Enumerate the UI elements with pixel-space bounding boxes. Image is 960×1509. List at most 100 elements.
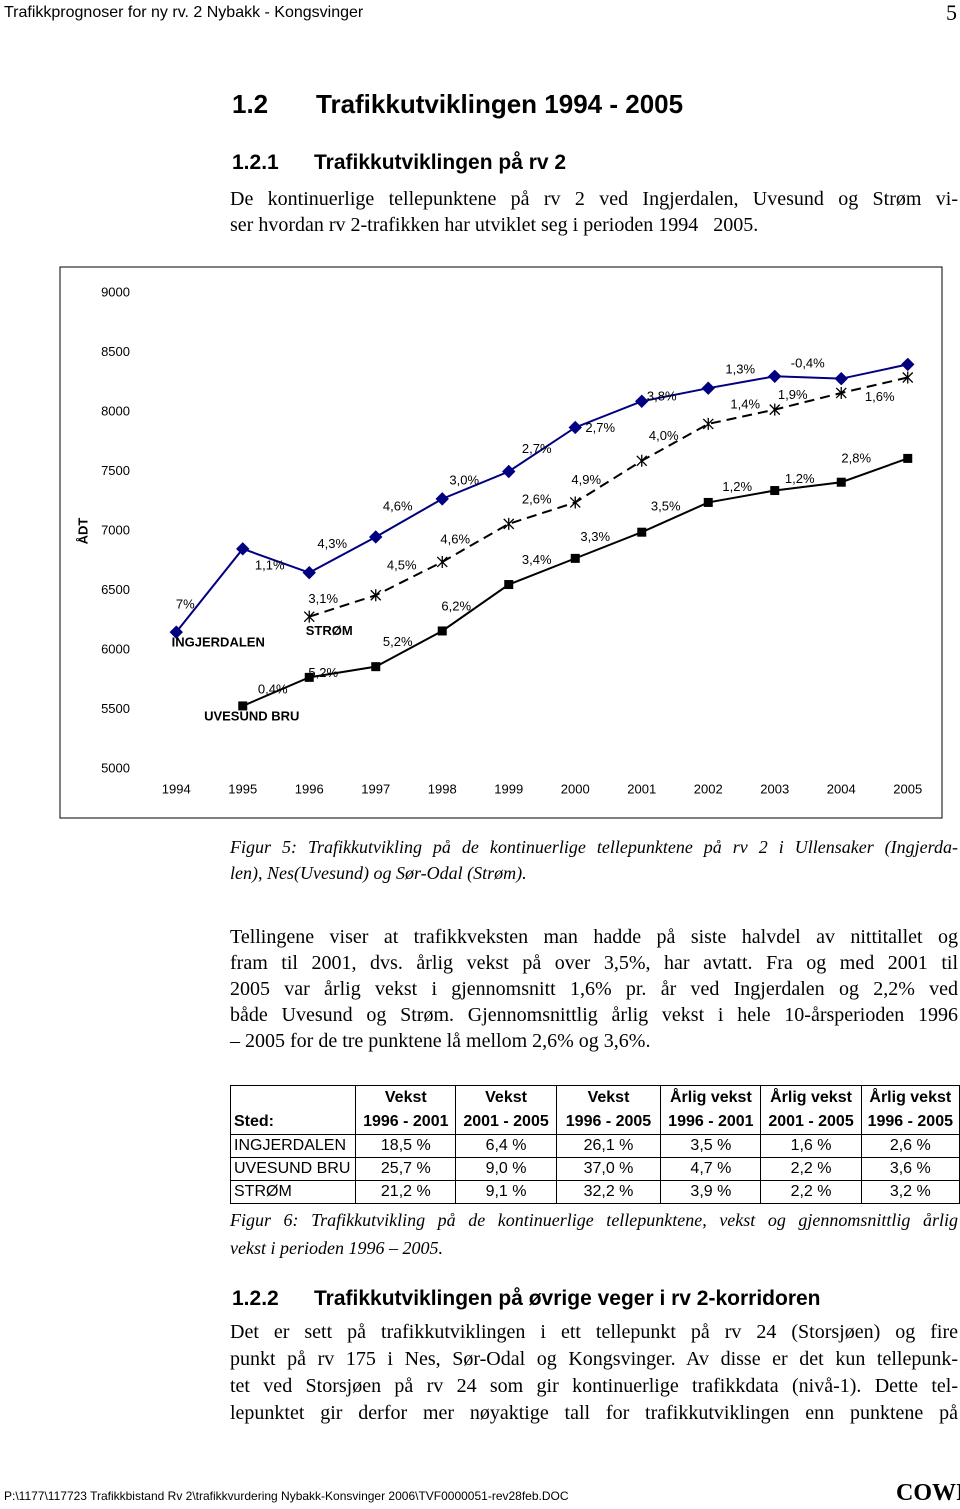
header-text: 2001 - 2005 (768, 1113, 854, 1130)
y-tick-label: 7000 (101, 522, 130, 537)
text-line: De kontinuerlige tellepunktene på rv 2 v… (230, 188, 958, 210)
table-cell: 18,5 % (355, 1134, 457, 1158)
marker (636, 454, 648, 467)
table-cell: UVESUND BRU (229, 1157, 357, 1181)
header-text: Årlig vekst (770, 1089, 852, 1106)
caption-line: Figur 6: Trafikkutvikling på de kontinue… (230, 1210, 958, 1230)
marker (770, 486, 780, 496)
subsection-number: 1.2.2 (232, 1287, 279, 1310)
table-cell: 3,6 % (860, 1157, 960, 1181)
point-label: 1,9% (778, 387, 808, 402)
point-label: 3,0% (449, 472, 479, 487)
point-label: 4,0% (649, 428, 679, 443)
table-cell: 3,2 % (860, 1180, 960, 1204)
header-cell: Sted: (229, 1085, 357, 1135)
table-cell: 26,1 % (555, 1134, 662, 1158)
marker (635, 394, 649, 408)
table-cell: STRØM (229, 1180, 357, 1204)
caption-line: Figur 5: Trafikkutvikling på de kontinue… (230, 837, 958, 857)
table-cell: INGJERDALEN (229, 1134, 357, 1158)
table-cell: 3,9 % (660, 1180, 762, 1204)
header-cell: Vekst 1996 - 2001 (355, 1085, 457, 1135)
marker (637, 527, 647, 537)
marker (371, 662, 381, 672)
point-label: 4,6% (383, 498, 413, 513)
x-tick-label: 2005 (893, 781, 922, 796)
table-cell: 9,0 % (455, 1157, 557, 1181)
series-line (308, 376, 908, 618)
marker (502, 464, 516, 479)
marker (503, 517, 515, 530)
text-line: Tellingene viser at trafikkveksten man h… (230, 926, 958, 948)
point-label: 1,1% (255, 557, 285, 572)
marker (568, 420, 582, 435)
point-label: 4,9% (571, 472, 601, 487)
table-cell: 2,2 % (760, 1180, 862, 1204)
text-line: ser hvordan rv 2-trafikken har utviklet … (230, 214, 759, 236)
subsection-number: 1.2.1 (232, 151, 279, 174)
marker (835, 386, 847, 399)
x-tick-label: 1994 (162, 781, 191, 796)
marker (703, 497, 713, 507)
x-tick-label: 1995 (228, 781, 257, 796)
page-number: 5 (946, 0, 957, 25)
section-number: 1.2 (232, 89, 269, 119)
series-line (242, 457, 909, 707)
x-tick-label: 1997 (361, 781, 390, 796)
table-cell: 21,2 % (355, 1180, 457, 1204)
header-text: Årlig vekst (869, 1089, 952, 1106)
x-tick-label: 1998 (428, 781, 457, 796)
x-tick-label: 2002 (694, 781, 723, 796)
table-cell: 32,2 % (555, 1180, 662, 1204)
header-cell: Vekst 2001 - 2005 (455, 1085, 557, 1135)
y-tick-label: 5000 (101, 760, 130, 775)
point-label: 2,6% (522, 491, 552, 506)
marker (437, 626, 447, 636)
marker (504, 580, 514, 590)
header-cell: Vekst 1996 - 2005 (555, 1085, 662, 1135)
point-label: 1,2% (785, 471, 815, 486)
y-tick-label: 6500 (101, 582, 130, 597)
header-text: Vekst (587, 1089, 630, 1106)
point-label: 5,2% (308, 665, 338, 680)
point-label: 6,2% (441, 598, 471, 613)
table-cell: 9,1 % (455, 1180, 557, 1204)
series-label: UVESUND BRU (204, 708, 299, 723)
text-line: 2005 var årlig vekst i gjennomsnitt 1,6%… (230, 978, 958, 1000)
marker (236, 542, 250, 556)
table-cell: 2,6 % (860, 1134, 960, 1158)
table-cell: 4,7 % (660, 1157, 762, 1181)
marker (304, 672, 314, 682)
header-text: 1996 - 2001 (363, 1113, 449, 1130)
point-label: 0,4% (258, 681, 288, 696)
point-label: 2,7% (522, 441, 552, 456)
table-cell: 25,7 % (355, 1157, 457, 1181)
y-tick-label: 9000 (101, 284, 130, 299)
header-cell: Årlig vekst 2001 - 2005 (760, 1085, 862, 1135)
y-tick-label: 7500 (101, 463, 130, 478)
table-header-row: Sted: Vekst 1996 - 2001 Vekst 2001 - 2005 Vek… (229, 1085, 960, 1135)
x-tick-label: 1996 (295, 781, 324, 796)
marker (169, 625, 183, 639)
y-tick-label: 8000 (101, 403, 130, 418)
point-label: 4,6% (440, 531, 470, 546)
header-title: Trafikkprognoser for ny rv. 2 Nybakk - K… (4, 4, 364, 21)
logo: COWI (896, 1480, 960, 1506)
point-label: 5,2% (383, 634, 413, 649)
x-tick-label: 2004 (827, 781, 856, 796)
table-cell: 3,5 % (660, 1134, 762, 1158)
text-line: fram til 2001, dvs. årlig vekst på over … (230, 952, 958, 974)
table-row: STRØM 21,2 % 9,1 % 32,2 % 3,9 % 2,2 % 3,2 % (229, 1180, 960, 1204)
header-cell: Årlig vekst 1996 - 2005 (860, 1085, 960, 1135)
section-title: Trafikkutviklingen 1994 - 2005 (316, 89, 684, 119)
x-tick-label: 2003 (760, 781, 789, 796)
y-tick-label: 5500 (101, 701, 130, 716)
marker (903, 453, 913, 463)
marker (370, 589, 382, 602)
x-tick-label: 2000 (561, 781, 590, 796)
marker (769, 403, 781, 416)
caption-line: len), Nes(Uvesund) og Sør-Odal (Strøm). (230, 863, 527, 883)
table-row: UVESUND BRU 25,7 % 9,0 % 37,0 % 4,7 % 2,2 % 3,… (229, 1157, 960, 1181)
series-label: STRØM (306, 623, 353, 638)
point-label: 4,5% (387, 558, 417, 573)
